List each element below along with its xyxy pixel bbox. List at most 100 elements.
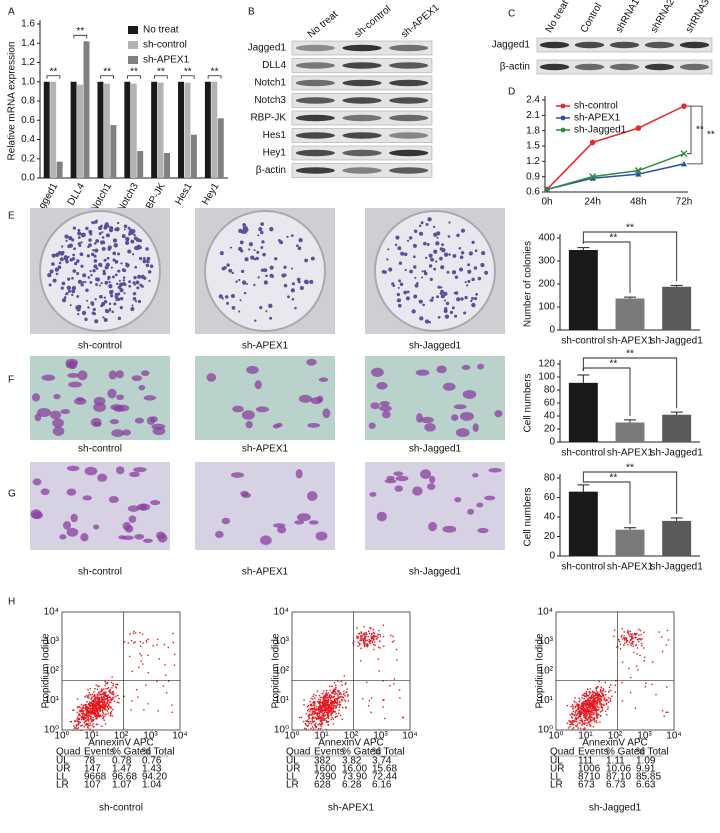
event-dot — [586, 699, 589, 702]
event-dot — [634, 636, 636, 639]
colony — [71, 276, 74, 280]
event-dot — [87, 708, 89, 711]
event-dot — [665, 644, 668, 646]
event-dot — [343, 693, 345, 695]
event-dot — [370, 639, 372, 642]
colony — [456, 234, 459, 237]
blot-band — [389, 114, 429, 122]
event-dot — [323, 713, 325, 715]
event-dot — [363, 642, 365, 644]
colony — [422, 303, 425, 307]
event-dot — [115, 686, 117, 688]
colony — [428, 264, 433, 268]
line — [546, 105, 685, 190]
event-dot — [331, 707, 333, 709]
y-tick-label: 20 — [544, 531, 556, 542]
event-dot — [605, 703, 608, 705]
event-dot — [586, 707, 589, 709]
event-dot — [91, 700, 94, 702]
event-dot — [575, 717, 578, 720]
event-dot — [103, 719, 105, 721]
colony — [91, 311, 95, 315]
cell — [472, 423, 479, 432]
event-dot — [93, 704, 95, 707]
colony — [426, 243, 430, 246]
event-dot — [95, 718, 98, 720]
annotation: ** — [157, 66, 165, 77]
event-dot — [581, 694, 584, 697]
colony — [116, 282, 119, 286]
event-dot — [371, 635, 373, 638]
event-dot — [79, 714, 81, 717]
event-dot — [158, 658, 160, 660]
event-dot — [600, 686, 602, 689]
event-dot — [81, 708, 83, 711]
cell — [420, 416, 434, 424]
y-tick-label: 10⁰ — [44, 725, 59, 736]
event-dot — [91, 712, 93, 714]
event-dot — [357, 637, 359, 639]
event-dot — [591, 702, 593, 704]
colony — [388, 267, 393, 272]
event-dot — [98, 701, 101, 704]
event-dot — [575, 716, 577, 718]
cell — [93, 402, 106, 413]
event-dot — [341, 684, 343, 686]
event-dot — [583, 714, 585, 717]
event-dot — [571, 717, 573, 719]
event-dot — [590, 703, 592, 705]
event-dot — [78, 706, 80, 708]
table-header: Quad — [286, 747, 310, 758]
table-cell: 87.10 — [606, 772, 631, 783]
cell — [49, 410, 62, 420]
event-dot — [373, 635, 376, 638]
cell — [62, 520, 72, 530]
cell — [494, 410, 503, 418]
y-tick-label: 0.6 — [526, 187, 540, 198]
table-cell: 1.09 — [636, 756, 656, 767]
bar — [615, 422, 645, 442]
event-dot — [370, 635, 372, 637]
cell — [97, 473, 108, 482]
blot-band — [342, 149, 382, 157]
event-dot — [110, 692, 112, 694]
event-dot — [584, 705, 587, 708]
event-dot — [92, 706, 95, 709]
colony — [78, 244, 82, 247]
event-dot — [596, 700, 598, 703]
event-dot — [581, 724, 583, 726]
event-dot — [97, 710, 99, 712]
table-header: Events — [314, 747, 345, 758]
event-dot — [583, 693, 585, 695]
event-dot — [592, 726, 595, 728]
bracket — [207, 75, 222, 79]
event-dot — [130, 709, 132, 711]
event-dot — [324, 700, 327, 702]
event-dot — [370, 636, 373, 639]
legend-swatch — [128, 56, 138, 64]
event-dot — [76, 698, 79, 700]
colony — [143, 256, 146, 260]
event-dot — [95, 696, 97, 699]
image-caption: sh-Jagged1 — [409, 567, 462, 578]
colony — [71, 285, 77, 291]
colony — [136, 286, 140, 290]
event-dot — [318, 715, 320, 717]
bar — [662, 414, 692, 442]
colony — [105, 309, 110, 314]
event-dot — [577, 727, 579, 729]
colony — [141, 284, 144, 288]
table-header: % Gated — [606, 747, 645, 758]
colony — [481, 251, 486, 256]
event-dot — [616, 646, 618, 649]
event-dot — [602, 695, 604, 697]
error-bar — [670, 411, 683, 415]
event-dot — [110, 706, 112, 708]
legend-marker — [560, 127, 566, 133]
event-dot — [69, 721, 72, 723]
event-dot — [85, 694, 88, 697]
blot-band — [609, 63, 640, 71]
event-dot — [312, 726, 314, 728]
bar — [568, 382, 598, 442]
event-dot — [585, 708, 588, 710]
